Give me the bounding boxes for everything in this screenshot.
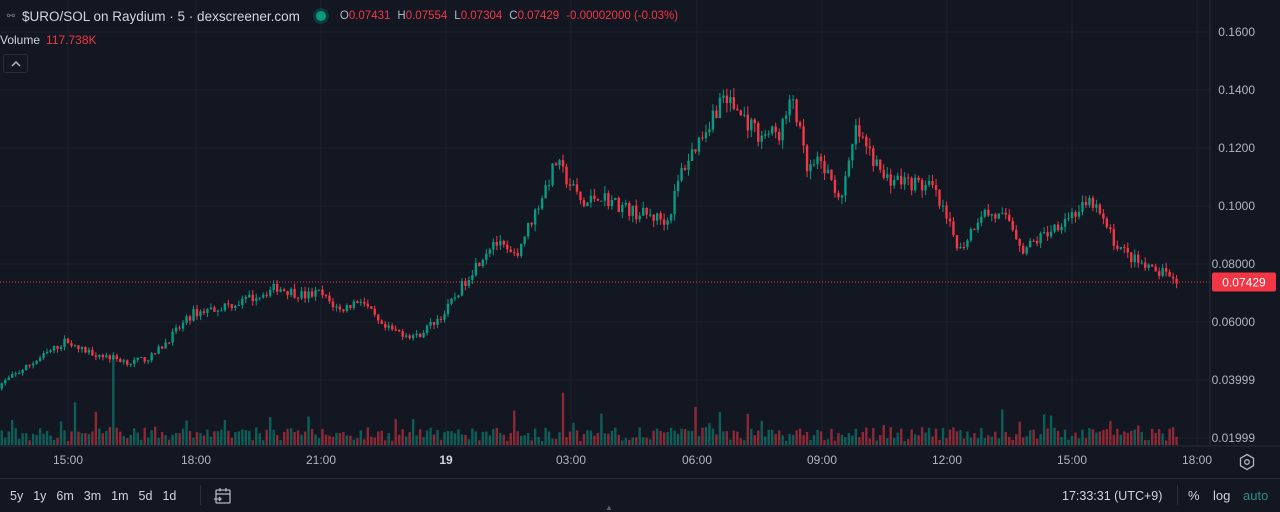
percent-toggle[interactable]: % — [1188, 488, 1200, 503]
range-1m[interactable]: 1m — [111, 489, 129, 503]
range-3m[interactable]: 3m — [83, 489, 102, 503]
range-buttons: 5y 1y 6m 3m 1m 5d 1d — [5, 489, 181, 503]
last-price-badge: 0.07429 — [1212, 272, 1276, 292]
volume-legend[interactable]: Volume 117.738K — [0, 33, 97, 47]
range-5y[interactable]: 5y — [10, 489, 24, 503]
collapse-legend-button[interactable] — [3, 54, 28, 73]
clock-timezone[interactable]: 17:33:31 (UTC+9) — [1062, 489, 1163, 503]
range-6m[interactable]: 6m — [56, 489, 74, 503]
market-status-icon[interactable] — [315, 11, 326, 21]
bottom-toolbar: 5y 1y 6m 3m 1m 5d 1d 17:33:31 (UTC+9) % … — [0, 478, 1280, 511]
price-axis-label: 0.03999 — [1211, 373, 1255, 387]
chevron-up-icon — [10, 60, 21, 67]
ohlc-high: H0.07554 — [397, 10, 448, 22]
time-axis-label: 18:00 — [1181, 453, 1213, 467]
candles — [0, 87, 1178, 391]
log-toggle[interactable]: log — [1213, 488, 1231, 503]
price-change: -0.00002000 (-0.03%) — [566, 10, 679, 22]
time-axis-label: 18:00 — [180, 453, 212, 467]
symbol-link-icon[interactable]: ⚯ — [6, 10, 16, 22]
time-axis-label: 15:00 — [1056, 453, 1088, 467]
price-axis-label: 0.1600 — [1218, 25, 1255, 39]
price-axis-label: 0.08000 — [1211, 257, 1255, 271]
range-1y[interactable]: 1y — [33, 489, 47, 503]
time-axis-label: 06:00 — [681, 453, 713, 467]
range-5d[interactable]: 5d — [138, 489, 153, 503]
time-axis-label: 12:00 — [931, 453, 963, 467]
time-axis-label: 03:00 — [555, 453, 587, 467]
volume-bars — [0, 354, 1178, 445]
time-axis-label: 21:00 — [305, 453, 337, 467]
ohlc-open: O0.07431 — [339, 10, 391, 22]
price-axis-label: 0.06000 — [1211, 315, 1255, 329]
candlestick-chart[interactable] — [0, 0, 1280, 478]
go-to-date-icon[interactable] — [213, 486, 233, 506]
volume-label: Volume — [0, 33, 41, 47]
grid-lines — [0, 0, 1280, 447]
time-axis-label: 19 — [439, 453, 453, 467]
price-axis-label: 0.1200 — [1218, 141, 1255, 155]
divider — [200, 485, 201, 505]
range-1d[interactable]: 1d — [162, 489, 177, 503]
chart-legend: ⚯ $URO/SOL on Raydium · 5 · dexscreener.… — [0, 6, 678, 26]
price-axis-label: 0.1000 — [1218, 199, 1255, 213]
price-axis-label: 0.1400 — [1218, 83, 1255, 97]
ohlc-low: L0.07304 — [454, 10, 503, 22]
price-axis-label: 0.01999 — [1211, 431, 1255, 445]
time-axis-label: 15:00 — [52, 453, 84, 467]
divider — [1177, 485, 1178, 505]
scroll-handle-icon[interactable]: ▲ — [605, 503, 613, 512]
chart-title: $URO/SOL on Raydium · 5 · dexscreener.co… — [22, 8, 300, 24]
auto-scale-toggle[interactable]: auto — [1243, 488, 1269, 503]
volume-value: 117.738K — [46, 33, 97, 47]
ohlc-close: C0.07429 — [509, 10, 560, 22]
time-axis-label: 09:00 — [806, 453, 838, 467]
settings-icon[interactable] — [1238, 453, 1256, 471]
